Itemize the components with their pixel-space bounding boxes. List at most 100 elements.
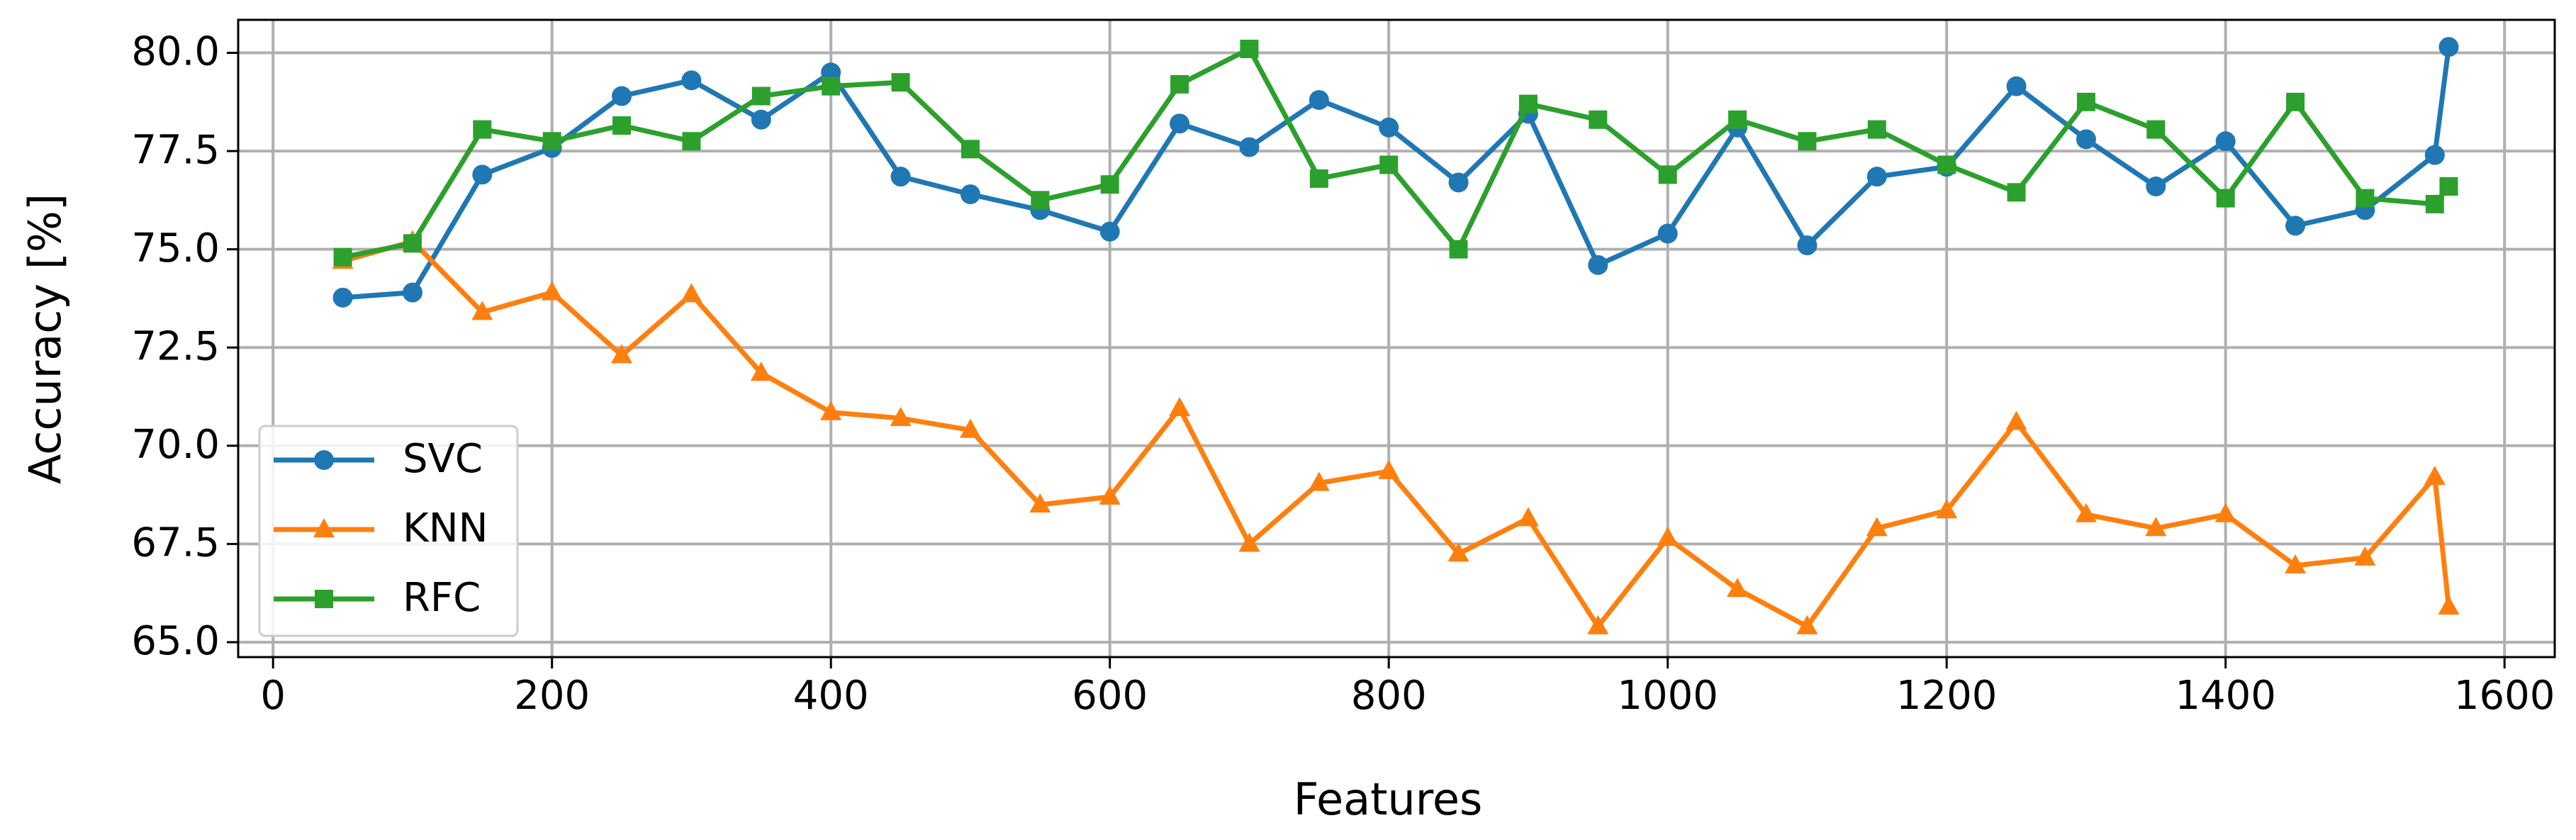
- point: [332, 287, 353, 308]
- point: [1448, 172, 1469, 193]
- point: [820, 401, 842, 420]
- point: [682, 132, 701, 151]
- point: [612, 86, 632, 106]
- point: [1657, 223, 1678, 244]
- point: [2439, 177, 2458, 196]
- y-tick-label: 77.5: [131, 127, 220, 173]
- y-tick-label: 70.0: [131, 422, 220, 468]
- point: [473, 120, 492, 139]
- point: [1240, 40, 1259, 59]
- point: [959, 418, 981, 438]
- x-tick-label: 1200: [1896, 673, 1998, 719]
- point: [1936, 499, 1958, 519]
- y-axis-label: Accuracy [%]: [19, 194, 71, 484]
- point: [1099, 221, 1120, 242]
- point: [1169, 397, 1191, 417]
- point: [2424, 466, 2446, 486]
- point: [681, 70, 702, 91]
- point: [403, 234, 422, 253]
- point: [541, 281, 563, 301]
- point: [1728, 110, 1747, 129]
- point: [2146, 120, 2166, 139]
- point: [2076, 129, 2096, 150]
- point: [1379, 117, 1399, 138]
- point: [2145, 517, 2167, 537]
- x-tick-label: 200: [514, 673, 590, 719]
- point: [1867, 120, 1886, 139]
- legend-marker: [313, 518, 335, 537]
- y-tick-label: 72.5: [131, 323, 220, 369]
- point: [1238, 532, 1260, 552]
- legend-marker: [314, 450, 334, 470]
- point: [2438, 595, 2460, 615]
- point: [1170, 113, 1190, 134]
- point: [1308, 471, 1330, 491]
- point: [2005, 410, 2027, 430]
- point: [402, 282, 422, 303]
- point: [2424, 145, 2445, 165]
- point: [2285, 215, 2306, 236]
- x-tick-label: 800: [1351, 673, 1427, 719]
- point: [681, 283, 702, 303]
- x-tick-label: 600: [1072, 673, 1148, 719]
- point: [1239, 137, 1260, 157]
- point: [1866, 167, 1887, 187]
- point: [1727, 578, 1749, 598]
- x-tick-label: 1400: [2175, 673, 2276, 719]
- series-line: [342, 46, 2451, 301]
- point: [1099, 485, 1121, 505]
- point: [471, 301, 493, 320]
- point: [2285, 554, 2307, 573]
- x-axis-label: Features: [1294, 773, 1483, 825]
- point: [1796, 615, 1818, 634]
- point: [1100, 175, 1119, 194]
- point: [1589, 110, 1608, 129]
- point: [961, 140, 980, 159]
- point: [2007, 183, 2026, 202]
- point: [2075, 503, 2097, 522]
- y-tick-label: 75.0: [131, 225, 220, 271]
- point: [2438, 37, 2459, 57]
- point: [1378, 459, 1400, 479]
- point: [1029, 493, 1051, 513]
- point: [1447, 542, 1469, 562]
- plot-frame: [237, 18, 2556, 659]
- point: [1657, 527, 1679, 547]
- point: [2425, 194, 2444, 213]
- point: [472, 164, 493, 185]
- x-tick-label: 1000: [1617, 673, 1718, 719]
- legend-label: RFC: [403, 575, 481, 621]
- point: [1031, 191, 1050, 210]
- point: [750, 362, 772, 381]
- point: [612, 116, 632, 135]
- point: [1937, 155, 1956, 174]
- point: [2354, 546, 2376, 566]
- legend-box: [258, 425, 519, 637]
- point: [2006, 76, 2027, 96]
- series-line: [342, 239, 2451, 629]
- legend-marker: [315, 590, 333, 608]
- point: [1798, 132, 1817, 151]
- legend: SVC KNN RFC: [258, 425, 519, 637]
- point: [1449, 240, 1468, 259]
- x-tick-label: 400: [793, 673, 869, 719]
- point: [822, 77, 841, 96]
- point: [2076, 92, 2095, 111]
- point: [2215, 131, 2236, 152]
- point: [1658, 165, 1677, 184]
- point: [890, 167, 911, 187]
- point: [2356, 189, 2375, 208]
- point: [1309, 169, 1328, 188]
- point: [2146, 177, 2166, 197]
- point: [2286, 92, 2305, 111]
- point: [891, 73, 910, 92]
- y-tick-label: 80.0: [131, 29, 220, 75]
- x-tick-label: 0: [260, 673, 286, 719]
- point: [1797, 235, 1818, 256]
- point: [542, 132, 561, 151]
- series-line: [342, 46, 2451, 260]
- point: [1866, 517, 1888, 537]
- point: [1170, 74, 1189, 94]
